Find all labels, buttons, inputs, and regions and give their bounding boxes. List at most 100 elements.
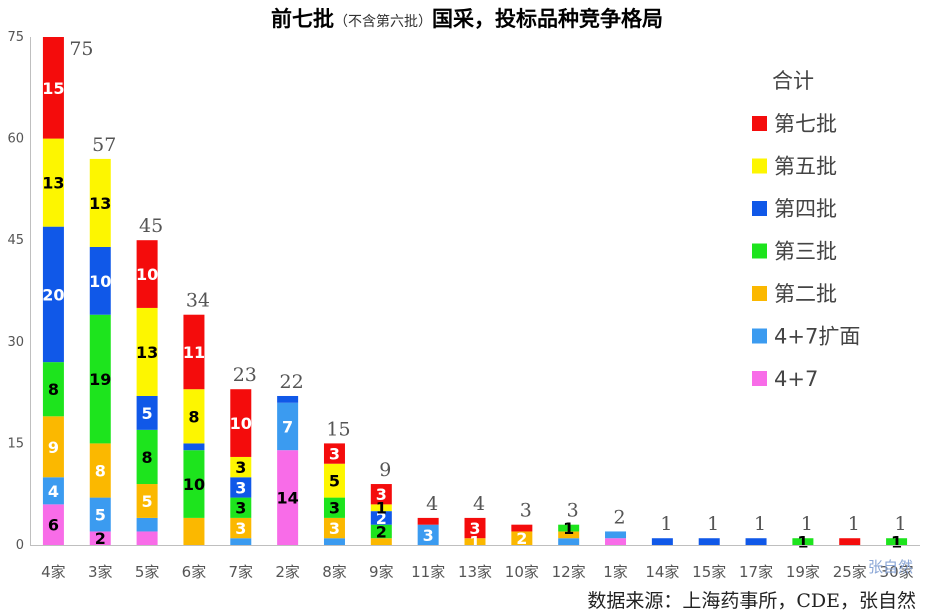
bar-segment — [886, 538, 908, 545]
bar-segment — [370, 504, 392, 512]
segment-label: 10 — [230, 414, 252, 433]
bar-segment — [89, 158, 111, 247]
segment-label: 3 — [423, 526, 434, 545]
segment-label: 3 — [235, 499, 246, 518]
bar-segment — [323, 463, 345, 498]
total-label: 1 — [660, 513, 672, 535]
legend-swatch — [752, 328, 767, 344]
segment-label: 1 — [376, 499, 387, 518]
y-tick-label: 75 — [7, 30, 24, 45]
bar-segment — [136, 395, 158, 430]
segment-label: 19 — [89, 370, 111, 389]
bar-segment — [698, 538, 720, 545]
bar-segment — [464, 517, 486, 539]
source-note: 数据来源：上海药事所，CDE，张自然 — [587, 590, 916, 612]
watermark: 张自然 — [868, 558, 913, 576]
bar-segment — [558, 524, 580, 532]
bar-segment — [323, 497, 345, 518]
segment-label: 3 — [329, 445, 340, 464]
bar-segment — [277, 395, 299, 403]
bar-segment — [511, 524, 533, 532]
legend-swatch — [752, 201, 767, 216]
bar-segment — [230, 538, 252, 545]
bar-segment — [417, 517, 439, 525]
segment-label: 2 — [376, 522, 387, 541]
segment-label: 3 — [235, 519, 246, 538]
bar-segment — [183, 450, 205, 518]
bar-segment — [230, 517, 252, 539]
total-label: 1 — [848, 513, 860, 535]
legend-swatch — [752, 286, 767, 301]
bar-segment — [370, 524, 392, 539]
segment-label: 10 — [183, 475, 205, 494]
bar-segment — [230, 389, 252, 457]
total-label: 22 — [280, 371, 304, 393]
legend-label: 第三批 — [774, 240, 837, 264]
x-tick-label: 12家 — [552, 563, 586, 581]
bar-segment — [136, 307, 158, 396]
segment-label: 20 — [42, 285, 64, 304]
segment-label: 3 — [469, 519, 480, 538]
total-label: 4 — [426, 493, 438, 515]
x-axis: 4家 3家 5家 6家 7家 2家 8家 9家 11家 13家 10家 12家 1家 14家 15家 17家 1… — [30, 545, 920, 581]
segment-label: 10 — [89, 272, 111, 291]
total-label: 1 — [707, 513, 719, 535]
segment-label: 1 — [891, 533, 902, 552]
x-tick-label: 25家 — [833, 563, 867, 581]
total-label: 15 — [326, 418, 350, 440]
segment-label: 8 — [188, 407, 199, 426]
segment-label: 2 — [95, 529, 106, 548]
bar-segment — [745, 538, 767, 545]
segment-label: 3 — [235, 478, 246, 497]
segment-label: 2 — [376, 509, 387, 528]
bar-segment — [136, 531, 158, 545]
x-tick-label: 19家 — [786, 563, 820, 581]
segment-label: 1 — [563, 519, 574, 538]
bar-segment — [89, 497, 111, 532]
bar-segment — [605, 531, 627, 539]
y-tick-label: 60 — [7, 132, 24, 147]
total-label: 1 — [801, 513, 813, 535]
total-label: 1 — [895, 513, 907, 535]
segment-label: 1 — [797, 533, 808, 552]
y-axis: 0 15 30 45 60 75 — [7, 30, 31, 553]
x-tick-label: 5家 — [135, 563, 160, 581]
segment-label: 13 — [89, 194, 111, 213]
segment-label: 13 — [42, 174, 64, 193]
bar-segment — [89, 443, 111, 498]
x-tick-label: 3家 — [88, 563, 113, 581]
legend-swatch — [752, 371, 767, 386]
x-tick-label: 10家 — [505, 563, 539, 581]
x-tick-label: 8家 — [322, 563, 347, 581]
bar-segment — [230, 477, 252, 498]
bar-segment — [42, 37, 64, 139]
legend-swatch — [752, 243, 767, 259]
bar-segment — [277, 402, 299, 451]
x-tick-label: 4家 — [41, 563, 66, 581]
segment-label: 14 — [276, 489, 298, 508]
chart-title: 前七批（不含第六批）国采，投标品种竞争格局 — [271, 7, 663, 31]
legend-title: 合计 — [772, 69, 814, 93]
bars — [42, 37, 908, 545]
bar-segment — [558, 531, 580, 539]
bar-segment — [42, 138, 64, 227]
legend-label: 第二批 — [774, 282, 837, 306]
bar-segment — [605, 538, 627, 545]
total-label: 9 — [379, 459, 391, 481]
bar-segment — [136, 517, 158, 532]
segment-label: 7 — [282, 417, 293, 436]
segment-label: 8 — [142, 448, 153, 467]
y-tick-label: 30 — [7, 335, 24, 350]
total-label: 3 — [520, 500, 532, 522]
legend-swatch — [752, 158, 767, 174]
legend-label: 第五批 — [774, 155, 837, 179]
bar-segment — [136, 429, 158, 485]
y-tick-label: 45 — [7, 233, 24, 248]
bar-segment — [370, 511, 392, 525]
bar-segment — [277, 450, 299, 545]
segment-label: 1 — [469, 533, 480, 552]
bar-segment — [323, 517, 345, 539]
bar-segment — [323, 443, 345, 464]
